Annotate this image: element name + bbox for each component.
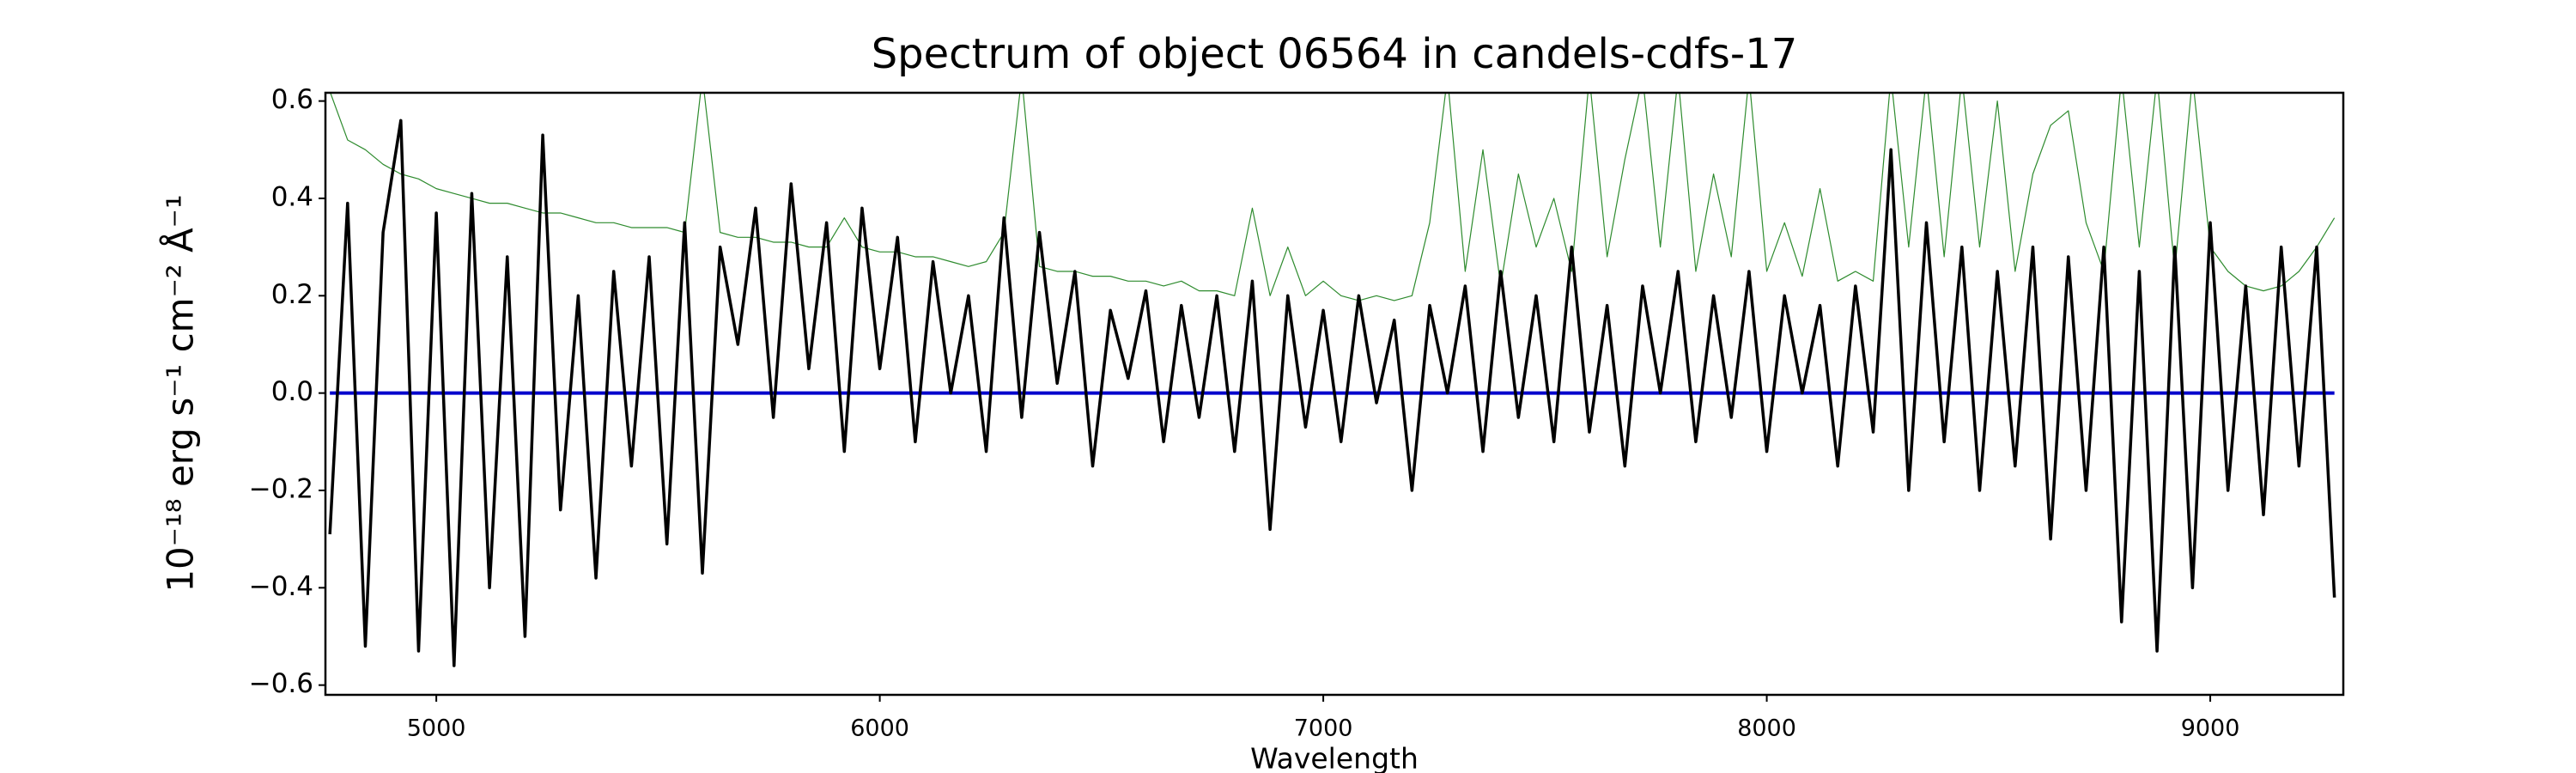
chart-title: Spectrum of object 06564 in candels-cdfs… xyxy=(872,30,1798,78)
y-tick-label: 0.4 xyxy=(271,181,313,212)
x-tick-label: 7000 xyxy=(1294,715,1353,742)
y-tick-label: 0.2 xyxy=(271,279,313,310)
x-tick-label: 6000 xyxy=(850,715,909,742)
x-axis-label: Wavelength xyxy=(1250,742,1419,773)
spectrum-line xyxy=(328,119,2336,667)
y-tick-label: −0.4 xyxy=(249,571,313,602)
y-tick-label: −0.6 xyxy=(249,668,313,699)
x-tick-label: 5000 xyxy=(407,715,466,742)
y-axis-label: 10⁻¹⁸ erg s⁻¹ cm⁻² Å⁻¹ xyxy=(159,194,202,592)
y-tick-label: 0.0 xyxy=(271,376,313,407)
y-tick-label: 0.6 xyxy=(271,84,313,115)
x-tick-label: 9000 xyxy=(2181,715,2240,742)
spectrum-line xyxy=(330,93,2336,301)
plot-area xyxy=(328,93,2336,667)
x-tick-label: 8000 xyxy=(1737,715,1796,742)
y-tick-label: −0.2 xyxy=(249,473,313,504)
